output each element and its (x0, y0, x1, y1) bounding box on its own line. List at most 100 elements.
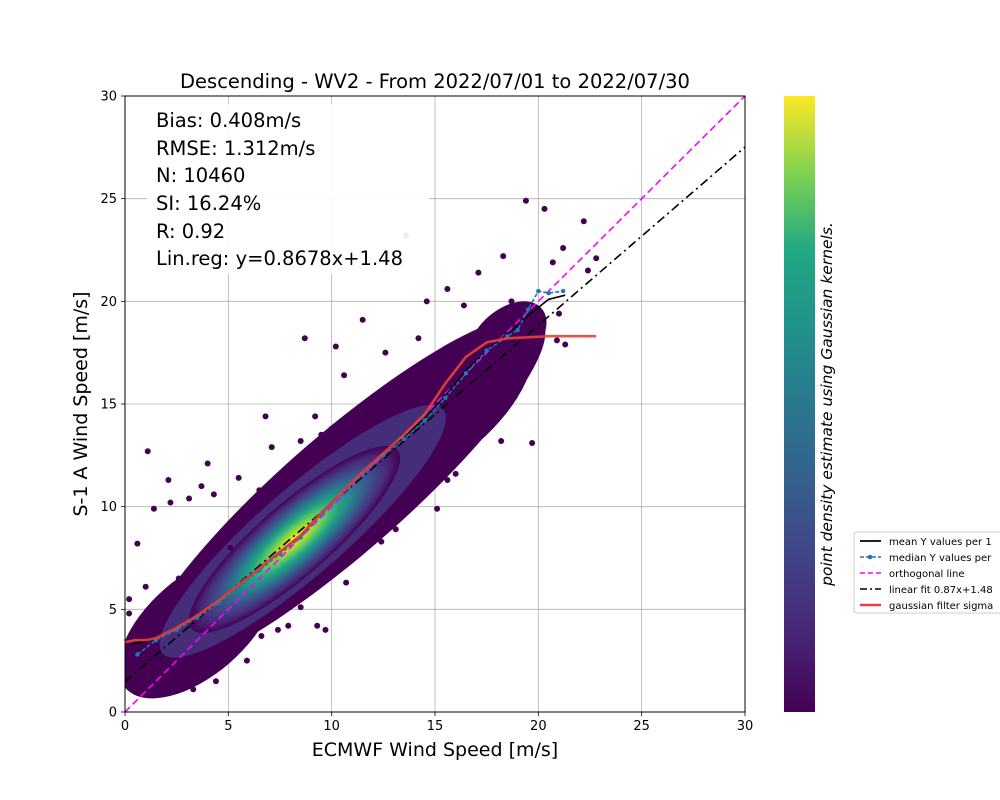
scatter-point (256, 487, 263, 494)
series-line-1 (136, 290, 564, 656)
scatter-point (318, 431, 325, 438)
scatter-point (190, 686, 197, 693)
x-tick-label: 20 (530, 719, 547, 734)
scatter-point (549, 259, 556, 266)
scatter-point (258, 633, 265, 640)
y-tick-label: 5 (109, 603, 117, 618)
scatter-point (235, 474, 242, 481)
scatter-point (285, 622, 292, 629)
scatter-point (227, 544, 234, 551)
y-tick-label: 20 (100, 295, 117, 310)
series-marker (515, 327, 520, 333)
scatter-point (529, 440, 536, 447)
x-tick-label: 5 (224, 719, 232, 734)
scatter-point (181, 680, 188, 687)
x-axis-title: ECMWF Wind Speed [m/s] (312, 739, 558, 761)
y-tick-label: 10 (100, 500, 117, 515)
legend-frame (853, 531, 1000, 614)
scatter-point (382, 349, 389, 356)
scatter-point (351, 548, 358, 555)
scatter-point (157, 667, 164, 674)
legend-label-linear-fit: linear fit 0.87x+1.48 (889, 585, 993, 596)
scatter-point (148, 626, 155, 633)
scatter-point (471, 423, 478, 430)
scatter-point (541, 205, 548, 212)
scatter-point (134, 540, 141, 547)
scatter-point (475, 269, 482, 276)
scatter-point (186, 495, 193, 502)
scatter-point (274, 626, 281, 633)
scatter-point (593, 255, 600, 262)
scatter-point (553, 337, 560, 344)
scatter-point (169, 676, 176, 683)
scatter-point (328, 425, 335, 432)
scatter-point (415, 335, 422, 342)
scatter-point (343, 579, 350, 586)
scatter-point (560, 244, 567, 251)
x-tick-label: 25 (633, 719, 650, 734)
stat-n: N: 10460 (156, 164, 245, 187)
scatter-point (370, 401, 376, 407)
scatter-point (204, 460, 211, 467)
x-tick-label: 30 (737, 719, 754, 734)
y-tick-label: 30 (100, 90, 117, 105)
series-marker (463, 371, 469, 376)
y-axis-title: S-1 A Wind Speed [m/s] (70, 291, 92, 516)
scatter-point (562, 341, 569, 348)
series-marker (135, 652, 140, 657)
scatter-point (243, 657, 250, 664)
series-line-4 (125, 334, 597, 644)
scatter-point (522, 197, 529, 204)
scatter-point (531, 355, 538, 362)
colorbar (784, 96, 815, 712)
scatter-point (332, 343, 339, 350)
series-marker (484, 348, 489, 353)
scatter-point (500, 253, 507, 260)
scatter-point (378, 538, 385, 545)
scatter-point (452, 470, 459, 477)
legend-label-gaussian: gaussian filter sigma (889, 601, 993, 612)
scatter-point (444, 476, 451, 483)
scatter-point (312, 413, 319, 420)
colorbar-label: point density estimate using Gaussian ke… (818, 222, 836, 587)
stats-background (147, 104, 429, 274)
series-marker (536, 288, 541, 294)
stat-bias: Bias: 0.408m/s (156, 109, 301, 132)
legend-marker-median (867, 554, 873, 560)
scatter-point (407, 497, 414, 504)
y-tick-label: 25 (100, 192, 117, 207)
series-marker (560, 288, 566, 294)
x-tick-label: 15 (427, 719, 444, 734)
scatter-point (359, 316, 366, 323)
scatter-point (297, 604, 304, 611)
stat-linreg: Lin.reg: y=0.8678x+1.48 (156, 247, 403, 270)
series-marker (546, 290, 551, 296)
legend-label-mean: mean Y values per 1 (889, 537, 992, 548)
scatter-point (392, 526, 399, 533)
scatter-point (580, 218, 587, 225)
scatter-point (508, 298, 515, 305)
scatter-point (423, 298, 430, 305)
scatter-point (167, 499, 174, 506)
scatter-point (175, 575, 182, 582)
scatter-point (322, 626, 329, 633)
chart-title: Descending - WV2 - From 2022/07/01 to 20… (180, 70, 690, 93)
y-tick-label: 15 (100, 398, 117, 413)
scatter-point (556, 310, 562, 317)
scatter-point (126, 596, 133, 603)
scatter-point (125, 659, 131, 666)
scatter-points (125, 197, 600, 693)
scatter-point (225, 647, 232, 654)
scatter-point (165, 476, 172, 483)
scatter-point (341, 372, 348, 379)
legend: mean Y values per 1 median Y values per … (853, 531, 1000, 614)
series-marker (443, 395, 448, 401)
x-tick-label: 0 (121, 719, 129, 734)
scatter-point (479, 411, 486, 418)
x-tick-label: 10 (323, 719, 340, 734)
stat-si: SI: 16.24% (156, 192, 261, 215)
scatter-point (314, 622, 321, 629)
scatter-point (268, 444, 275, 451)
series-marker (422, 418, 427, 423)
